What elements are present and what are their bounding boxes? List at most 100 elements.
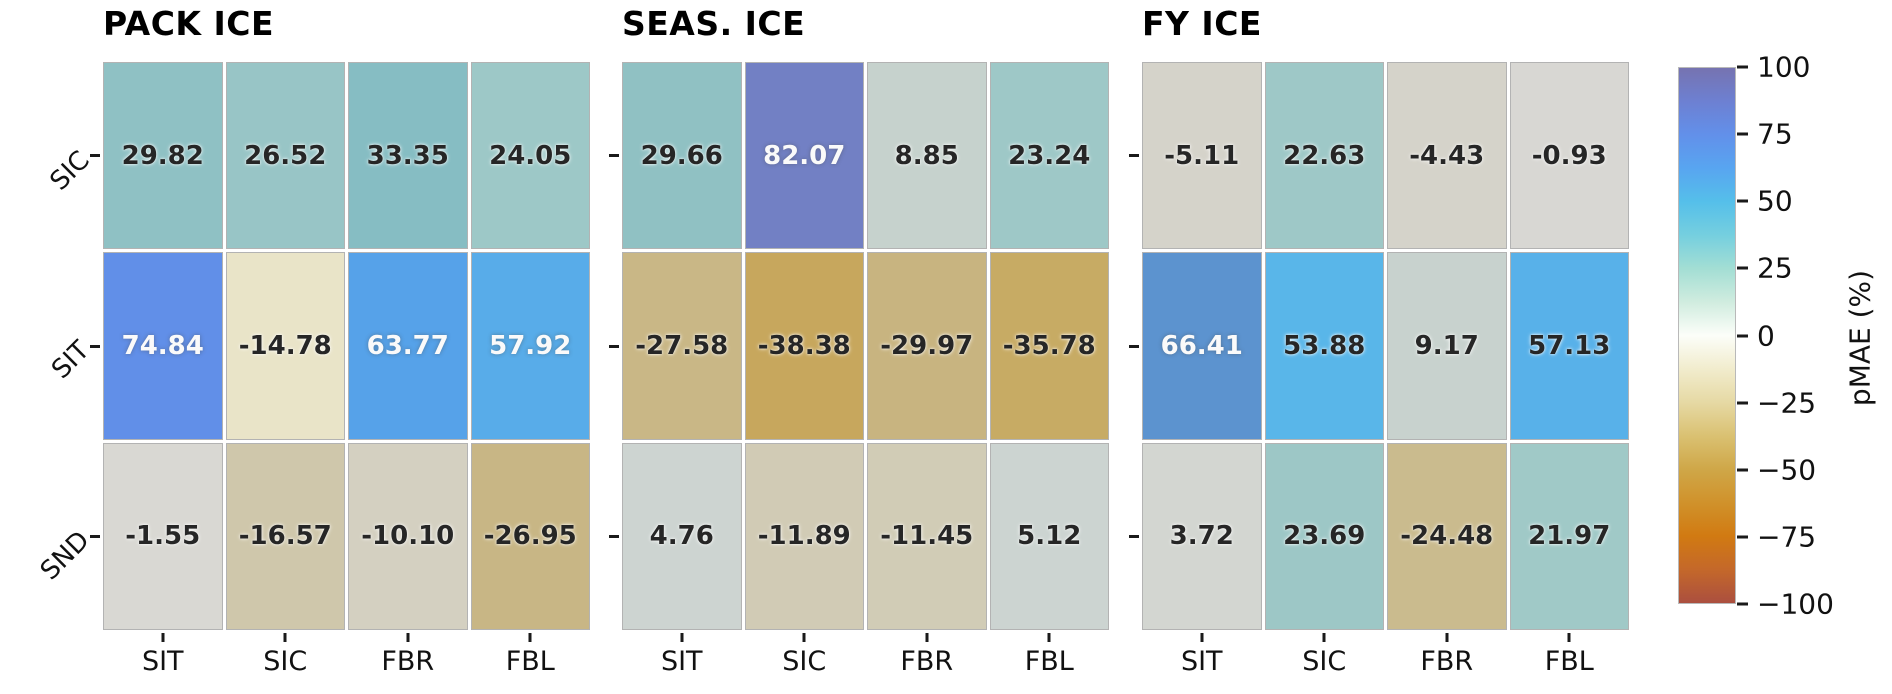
cell-value: 63.77 <box>366 330 449 361</box>
col-label: FBR <box>900 646 954 677</box>
panel-title: SEAS. ICE <box>622 4 806 43</box>
cell-value: 26.52 <box>244 140 327 171</box>
heatmap-grid: 29.82 26.52 33.35 24.05 74.84 -14.78 63.77 57.9… <box>103 62 590 630</box>
row-tick <box>1129 154 1139 158</box>
col-label: FBL <box>1544 646 1594 677</box>
cell-value: -35.78 <box>1002 330 1096 361</box>
cell-value: 74.84 <box>121 330 204 361</box>
cell-value: -4.43 <box>1409 140 1485 171</box>
cell-value: -14.78 <box>238 330 332 361</box>
cell-value: -1.55 <box>125 521 201 552</box>
col-label: FBR <box>1420 646 1474 677</box>
heatmap-cell: -0.93 <box>1509 62 1629 250</box>
panel-pack-ice: PACK ICE 29.82 26.52 33.35 24.05 74.84 -14.78 6… <box>35 0 590 694</box>
cell-value: -38.38 <box>757 330 851 361</box>
colorbar-axis-label: pMAE (%) <box>1843 269 1877 407</box>
cell-value: 21.97 <box>1528 521 1611 552</box>
colorbar-tick <box>1737 602 1748 606</box>
cell-value: -29.97 <box>880 330 974 361</box>
heatmap-cell: 74.84 <box>103 252 223 440</box>
heatmap-grid: 29.66 82.07 8.85 23.24 -27.58 -38.38 -29.97 -35… <box>622 62 1109 630</box>
col-tick <box>283 633 287 642</box>
col-tick <box>680 633 684 642</box>
heatmap-cell: -14.78 <box>225 252 345 440</box>
heatmap-grid: -5.11 22.63 -4.43 -0.93 66.41 53.88 9.17 57.13 3… <box>1142 62 1629 630</box>
panel-seas-ice: SEAS. ICE 29.66 82.07 8.85 23.24 -27.58 -38.38… <box>609 0 1109 694</box>
cell-value: 23.69 <box>1283 521 1366 552</box>
heatmap-cell: -16.57 <box>225 442 345 630</box>
heatmap-cell: -1.55 <box>103 442 223 630</box>
cell-value: -16.57 <box>238 521 332 552</box>
heatmap-cell: 57.92 <box>470 252 590 440</box>
col-label: SIC <box>1302 646 1347 677</box>
col-label: FBL <box>1024 646 1074 677</box>
row-label: SIC <box>44 145 96 197</box>
col-tick <box>802 633 806 642</box>
colorbar-tick <box>1737 401 1748 405</box>
cell-value: 8.85 <box>894 140 959 171</box>
colorbar-tick-label: −50 <box>1757 453 1817 487</box>
cell-value: 23.24 <box>1008 140 1091 171</box>
cell-value: 29.82 <box>121 140 204 171</box>
row-label: SIT <box>46 335 96 385</box>
heatmap-cell: -10.10 <box>348 442 468 630</box>
panel-title: PACK ICE <box>103 4 275 43</box>
col-tick <box>161 633 165 642</box>
heatmap-cell: 23.69 <box>1264 442 1384 630</box>
heatmap-cell: -29.97 <box>867 252 987 440</box>
cell-value: 33.35 <box>366 140 449 171</box>
colorbar-tick <box>1737 334 1748 337</box>
cell-value: 57.92 <box>489 330 572 361</box>
col-tick <box>528 633 532 642</box>
heatmap-cell: -27.58 <box>622 252 742 440</box>
row-tick <box>90 534 100 538</box>
col-label: FBL <box>505 646 555 677</box>
cell-value: -24.48 <box>1400 521 1494 552</box>
heatmap-cell: 8.85 <box>867 62 987 250</box>
col-label: SIT <box>1180 646 1223 677</box>
heatmap-cell: -4.43 <box>1387 62 1507 250</box>
heatmap-cell: -35.78 <box>989 252 1109 440</box>
heatmap-cell: 26.52 <box>225 62 345 250</box>
heatmap-cell: -11.45 <box>867 442 987 630</box>
row-tick <box>609 534 619 538</box>
heatmap-cell: 3.72 <box>1142 442 1262 630</box>
row-label: SND <box>34 525 96 587</box>
col-label: SIT <box>660 646 703 677</box>
heatmap-cell: 33.35 <box>348 62 468 250</box>
cell-value: -11.45 <box>880 521 974 552</box>
colorbar-tick-label: 75 <box>1757 117 1793 151</box>
colorbar-tick-label: 100 <box>1757 50 1811 84</box>
cell-value: 5.12 <box>1017 521 1082 552</box>
row-tick <box>609 344 619 348</box>
col-label: SIT <box>141 646 184 677</box>
row-tick <box>1129 344 1139 348</box>
heatmap-cell: 63.77 <box>348 252 468 440</box>
panel-title: FY ICE <box>1142 4 1262 43</box>
heatmap-cell: 22.63 <box>1264 62 1384 250</box>
col-tick <box>1047 633 1051 642</box>
row-tick <box>90 344 100 348</box>
cell-value: -0.93 <box>1531 140 1607 171</box>
heatmap-cell: 53.88 <box>1264 252 1384 440</box>
colorbar-tick <box>1737 65 1748 69</box>
cell-value: 66.41 <box>1160 330 1243 361</box>
col-tick <box>1322 633 1326 642</box>
cell-value: -26.95 <box>483 521 577 552</box>
cell-value: 53.88 <box>1283 330 1366 361</box>
heatmap-cell: -38.38 <box>744 252 864 440</box>
colorbar-tick-label: 50 <box>1757 184 1793 218</box>
heatmap-cell: 23.24 <box>989 62 1109 250</box>
col-tick <box>1445 633 1449 642</box>
heatmap-cell: 9.17 <box>1387 252 1507 440</box>
row-tick <box>609 154 619 158</box>
heatmap-cell: -11.89 <box>744 442 864 630</box>
cell-value: 9.17 <box>1414 330 1479 361</box>
cell-value: 4.76 <box>649 521 714 552</box>
heatmap-cell: 4.76 <box>622 442 742 630</box>
cell-value: 24.05 <box>489 140 572 171</box>
heatmap-cell: -24.48 <box>1387 442 1507 630</box>
col-tick <box>1200 633 1204 642</box>
heatmap-cell: 21.97 <box>1509 442 1629 630</box>
